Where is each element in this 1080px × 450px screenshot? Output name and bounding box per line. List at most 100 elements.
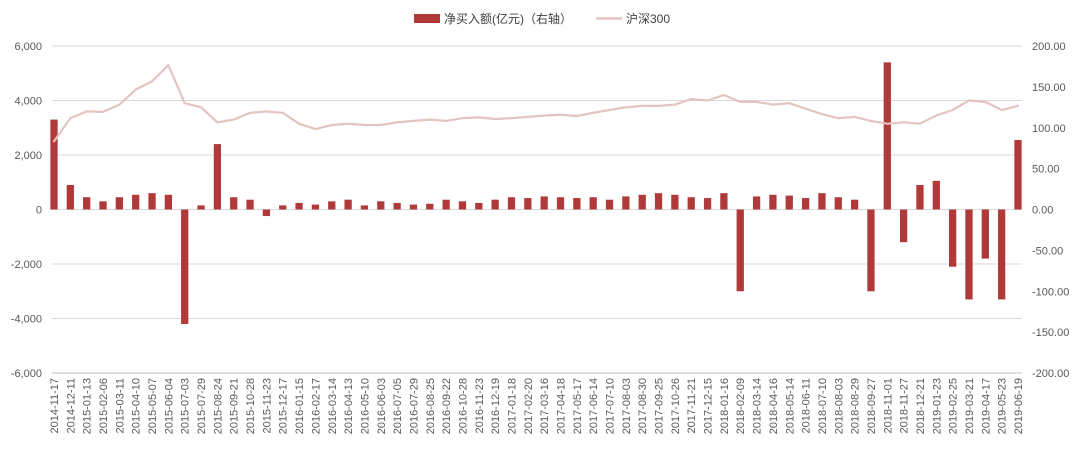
x-axis-tick-label: 2015-01-13 bbox=[82, 378, 94, 434]
x-axis-tick-label: 2018-04-16 bbox=[768, 378, 780, 434]
net-buy-bar bbox=[115, 197, 123, 210]
left-axis-tick-label: 4,000 bbox=[14, 96, 42, 108]
net-buy-bar bbox=[540, 196, 548, 210]
x-axis-tick-label: 2015-12-17 bbox=[278, 378, 290, 434]
x-axis-tick-label: 2016-10-28 bbox=[457, 378, 469, 434]
x-axis-tick-label: 2017-12-15 bbox=[703, 378, 715, 434]
right-axis-tick-label: 0.00 bbox=[1032, 205, 1053, 217]
left-axis-tick-label: 6,000 bbox=[14, 41, 42, 53]
x-axis-tick-label: 2014-12-11 bbox=[65, 378, 77, 433]
x-axis-tick-label: 2018-08-03 bbox=[833, 378, 845, 434]
net-buy-bar bbox=[507, 197, 516, 210]
x-axis-tick-label: 2017-02-20 bbox=[523, 378, 535, 434]
x-axis-tick-label: 2017-06-14 bbox=[588, 378, 600, 434]
net-buy-bar bbox=[654, 193, 663, 210]
net-buy-bar bbox=[524, 198, 532, 210]
x-axis-tick-label: 2019-03-21 bbox=[964, 378, 976, 434]
net-buy-bar bbox=[867, 209, 875, 292]
net-buy-bar bbox=[981, 209, 989, 259]
x-axis-tick-label: 2015-10-28 bbox=[245, 378, 257, 434]
net-buy-bar bbox=[1014, 140, 1022, 210]
x-axis-tick-label: 2017-09-25 bbox=[654, 378, 666, 434]
x-axis-tick-label: 2015-02-06 bbox=[98, 378, 110, 434]
x-axis-tick-label: 2015-03-11 bbox=[114, 378, 126, 433]
x-axis-tick-label: 2015-06-04 bbox=[163, 378, 175, 434]
x-axis-tick-label: 2016-04-13 bbox=[343, 378, 355, 434]
right-axis-tick-label: 200.00 bbox=[1032, 41, 1066, 53]
net-buy-bar bbox=[965, 209, 973, 300]
net-buy-bar bbox=[932, 180, 940, 210]
net-buy-bar bbox=[83, 197, 91, 210]
x-axis-tick-label: 2017-08-03 bbox=[621, 378, 633, 434]
x-axis-tick-label: 2016-08-25 bbox=[425, 378, 437, 434]
net-buy-bar bbox=[834, 197, 842, 210]
net-buy-bar bbox=[899, 209, 908, 243]
left-axis-tick-label: -4,000 bbox=[11, 314, 42, 326]
net-buy-bars bbox=[50, 62, 1022, 324]
net-buy-bar bbox=[328, 201, 336, 210]
net-buy-bar bbox=[164, 194, 173, 210]
net-buy-bar bbox=[279, 205, 287, 210]
axes: 6,000 4,000 2,000 0 -2,000 -4,000 -6,000 200.00… bbox=[11, 41, 1070, 434]
net-buy-bar bbox=[246, 199, 254, 210]
gridlines bbox=[52, 45, 1022, 319]
legend-bar-swatch bbox=[414, 14, 440, 23]
net-buy-bar bbox=[181, 209, 189, 324]
net-buy-bar bbox=[687, 197, 695, 210]
net-buy-bar bbox=[344, 199, 352, 210]
net-buy-bar bbox=[148, 193, 156, 210]
net-buy-bar bbox=[720, 193, 728, 210]
right-axis-tick-label: 150.00 bbox=[1032, 82, 1066, 94]
x-axis-tick-label: 2014-11-17 bbox=[49, 378, 61, 433]
x-axis-tick-label: 2017-08-30 bbox=[637, 378, 649, 434]
right-axis-tick-label: 100.00 bbox=[1032, 123, 1066, 135]
net-buy-bar bbox=[736, 209, 744, 292]
left-axis-tick-label: -6,000 bbox=[11, 368, 42, 380]
x-axis-tick-label: 2018-11-01 bbox=[882, 378, 894, 433]
net-buy-bar bbox=[883, 62, 891, 210]
net-buy-bar bbox=[801, 198, 810, 210]
csi300-line-group bbox=[52, 63, 1020, 143]
x-axis-tick-label: 2018-07-10 bbox=[817, 378, 829, 434]
left-axis-tick-label: -2,000 bbox=[11, 259, 42, 271]
x-axis-tick-label: 2015-09-21 bbox=[229, 378, 241, 434]
x-axis-tick-label: 2016-02-17 bbox=[310, 378, 322, 434]
net-buy-bar bbox=[426, 203, 434, 210]
x-axis-tick-label: 2015-11-23 bbox=[261, 378, 273, 433]
x-axis-tick-label: 2016-05-10 bbox=[359, 378, 371, 434]
x-axis-tick-label: 2017-03-16 bbox=[539, 378, 551, 434]
net-buy-bar bbox=[377, 201, 385, 210]
x-axis-tick-label: 2019-02-25 bbox=[948, 378, 960, 434]
left-axis-tick-label: 0 bbox=[36, 205, 42, 217]
x-axis-tick-label: 2019-06-19 bbox=[1013, 378, 1025, 434]
legend-label-net-buy: 净买入额(亿元)（右轴） bbox=[444, 11, 572, 26]
x-axis-tick-label: 2015-05-07 bbox=[147, 378, 159, 434]
net-buy-bar bbox=[442, 199, 450, 210]
net-buy-bar bbox=[752, 196, 761, 210]
x-axis-tick-label: 2018-03-14 bbox=[752, 378, 764, 434]
x-axis-tick-label: 2019-05-23 bbox=[997, 378, 1009, 434]
legend: 净买入额(亿元)（右轴） 沪深300 bbox=[414, 11, 670, 26]
x-axis-tick-label: 2017-05-17 bbox=[572, 378, 584, 434]
net-buy-bar bbox=[66, 184, 74, 210]
x-axis-tick-label: 2015-04-10 bbox=[131, 378, 143, 434]
x-axis-tick-label: 2016-01-15 bbox=[294, 378, 306, 434]
net-buy-bar bbox=[622, 196, 630, 210]
right-axis-tick-label: -100.00 bbox=[1032, 286, 1069, 298]
right-axis-tick-label: -150.00 bbox=[1032, 327, 1069, 339]
net-buy-bar bbox=[605, 199, 614, 210]
x-axis-tick-label: 2018-02-09 bbox=[735, 378, 747, 434]
net-buy-bar bbox=[850, 199, 859, 210]
x-axis-tick-label: 2017-11-21 bbox=[686, 378, 698, 433]
net-buy-bar bbox=[703, 198, 712, 210]
x-axis-tick-label: 2015-07-03 bbox=[180, 378, 192, 434]
x-axis-tick-label: 2016-09-22 bbox=[441, 378, 453, 434]
net-buy-bar bbox=[949, 209, 957, 267]
x-axis-tick-label: 2015-07-29 bbox=[196, 378, 208, 434]
net-buy-bar bbox=[671, 194, 679, 210]
net-buy-bar bbox=[132, 194, 140, 210]
x-axis-tick-label: 2018-12-21 bbox=[915, 378, 927, 434]
right-axis-tick-label: -200.00 bbox=[1032, 368, 1069, 380]
net-buy-bar bbox=[589, 197, 597, 210]
